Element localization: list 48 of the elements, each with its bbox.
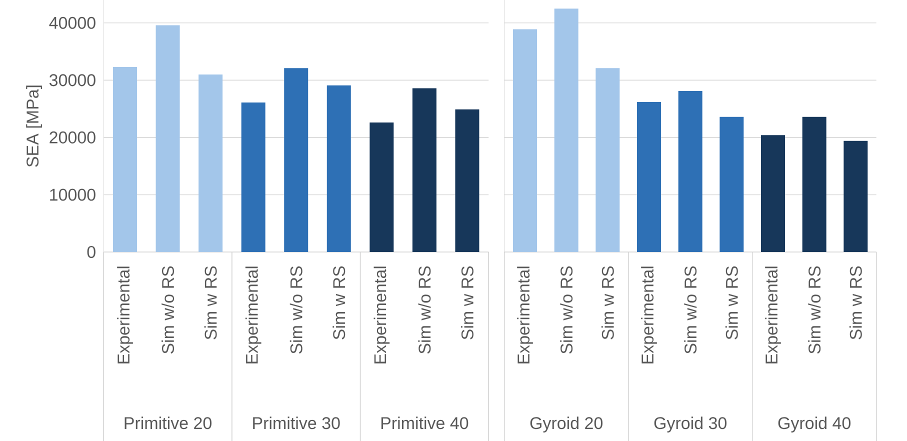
x-tick-label: Experimental: [117, 266, 133, 364]
bar: [844, 140, 868, 252]
bar: [761, 135, 785, 252]
y-tick-label: 0: [87, 246, 96, 258]
y-tick-label: 40000: [49, 16, 96, 29]
bar: [198, 74, 223, 252]
bar: [326, 85, 351, 252]
y-tick-label: 30000: [49, 74, 96, 86]
x-tick-label: Sim w RS: [725, 266, 738, 340]
text: Primitive 30: [253, 416, 340, 430]
x-tick-label: Sim w RS: [460, 266, 474, 340]
x-tick-label: Sim w/o RS: [560, 266, 573, 354]
bar: [113, 67, 138, 252]
bar: [513, 29, 538, 252]
x-tick-label: Sim w/o RS: [290, 266, 302, 354]
bar: [720, 116, 744, 252]
x-tick-label: Experimental: [517, 266, 533, 364]
x-tick-label: Sim w RS: [204, 266, 217, 340]
text: Gyroid 40: [778, 416, 850, 433]
bar: [678, 91, 702, 252]
x-tick-label: Sim w/o RS: [684, 266, 697, 354]
text: Primitive 40: [381, 416, 468, 430]
x-tick-label: Experimental: [641, 266, 657, 364]
bar: [637, 102, 662, 252]
y-tick-label: 10000: [50, 188, 96, 201]
bar: [241, 102, 266, 252]
x-tick-label: Sim w/o RS: [418, 266, 431, 354]
x-tick-label: Experimental: [374, 266, 390, 364]
x-tick-label: Experimental: [245, 266, 262, 364]
bar: [284, 68, 308, 252]
bar: [412, 88, 436, 252]
x-tick-label: Sim w RS: [332, 266, 346, 340]
y-axis-title: SEA [MPa]: [26, 86, 42, 167]
bar: [596, 68, 620, 252]
x-tick-label: Experimental: [765, 266, 781, 364]
bar: [554, 8, 578, 252]
bar: [156, 25, 180, 252]
text: Primitive 20: [124, 416, 212, 430]
x-tick-label: Sim w RS: [601, 266, 614, 340]
text: Gyroid 30: [654, 416, 727, 433]
bar: [455, 109, 480, 252]
bar: [370, 122, 394, 252]
x-tick-label: Sim w/o RS: [808, 266, 821, 354]
x-tick-label: Sim w RS: [849, 266, 862, 340]
x-tick-label: Sim w/o RS: [162, 266, 174, 354]
y-tick-label: 20000: [50, 131, 96, 144]
bar: [802, 116, 826, 252]
text: Gyroid 20: [530, 416, 603, 433]
